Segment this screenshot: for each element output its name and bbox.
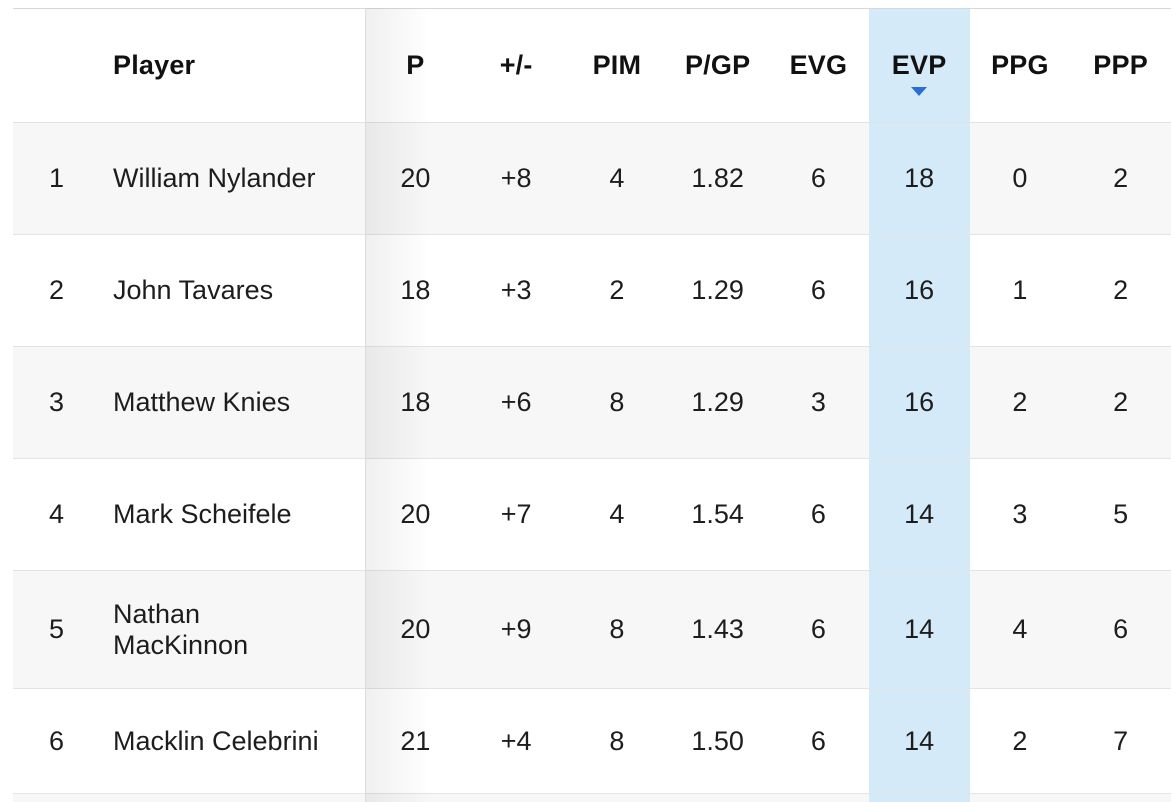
cell-ppg: 0 (969, 123, 1071, 234)
table-row: 6 Macklin Celebrini 21 +4 8 1.50 6 14 2 … (13, 689, 1171, 794)
cell-ppp: 5 (1070, 459, 1171, 570)
cell-ppg: 2 (969, 347, 1071, 458)
player-name-link[interactable]: Nathan MacKinnon (100, 571, 365, 688)
table-row-partial (13, 794, 1171, 802)
col-header-ppp[interactable]: PPP (1070, 9, 1171, 122)
cell-evg: 6 (768, 689, 869, 793)
cell-ppg: 3 (969, 459, 1071, 570)
cell-p-gp: 1.82 (667, 123, 768, 234)
rank-cell: 3 (13, 347, 100, 458)
cell-ppg: 4 (969, 571, 1071, 688)
cell-plus-minus: +7 (465, 459, 567, 570)
cell-evp: 14 (868, 459, 970, 570)
cell-p: 18 (365, 347, 466, 458)
player-name-link[interactable]: William Nylander (100, 123, 365, 234)
col-header-rank (13, 9, 100, 122)
col-header-evg[interactable]: EVG (768, 9, 869, 122)
cell-p-gp: 1.29 (667, 235, 768, 346)
cell-evp: 18 (868, 123, 970, 234)
player-name-link[interactable]: Mark Scheifele (100, 459, 365, 570)
cell-ppp: 2 (1070, 235, 1171, 346)
cell-ppp: 2 (1070, 347, 1171, 458)
table-row: 4 Mark Scheifele 20 +7 4 1.54 6 14 3 5 (13, 459, 1171, 571)
cell-p: 20 (365, 123, 466, 234)
cell-evg: 6 (768, 235, 869, 346)
cell-p: 18 (365, 235, 466, 346)
cell-evp: 16 (868, 347, 970, 458)
cell-ppp: 6 (1070, 571, 1171, 688)
cell-plus-minus: +8 (465, 123, 567, 234)
col-header-ppg[interactable]: PPG (969, 9, 1071, 122)
cell-plus-minus: +3 (465, 235, 567, 346)
cell-ppg: 2 (969, 689, 1071, 793)
cell-plus-minus: +9 (465, 571, 567, 688)
col-header-p[interactable]: P (365, 9, 466, 122)
col-header-player-label: Player (113, 50, 196, 80)
cell-plus-minus: +4 (465, 689, 567, 793)
table-row: 3 Matthew Knies 18 +6 8 1.29 3 16 2 2 (13, 347, 1171, 459)
col-header-p-gp[interactable]: P/GP (667, 9, 768, 122)
cell-p-gp: 1.29 (667, 347, 768, 458)
cell-p: 20 (365, 459, 466, 570)
cell-evg: 6 (768, 571, 869, 688)
table-row: 2 John Tavares 18 +3 2 1.29 6 16 1 2 (13, 235, 1171, 347)
cell-p: 20 (365, 571, 466, 688)
cell-evp: 14 (868, 571, 970, 688)
rank-cell: 4 (13, 459, 100, 570)
col-header-pim[interactable]: PIM (566, 9, 668, 122)
cell-ppp: 2 (1070, 123, 1171, 234)
cell-p-gp: 1.54 (667, 459, 768, 570)
cell-pim: 8 (566, 689, 668, 793)
player-name-link[interactable]: Matthew Knies (100, 347, 365, 458)
cell-pim: 2 (566, 235, 668, 346)
cell-ppp: 7 (1070, 689, 1171, 793)
cell-pim: 8 (566, 571, 668, 688)
player-name-link[interactable]: John Tavares (100, 235, 365, 346)
rank-cell: 5 (13, 571, 100, 688)
cell-pim: 4 (566, 123, 668, 234)
rank-cell: 6 (13, 689, 100, 793)
rank-cell: 1 (13, 123, 100, 234)
sort-desc-icon (911, 87, 928, 96)
cell-evp: 16 (868, 235, 970, 346)
cell-p-gp: 1.43 (667, 571, 768, 688)
table-row: 1 William Nylander 20 +8 4 1.82 6 18 0 2 (13, 123, 1171, 235)
cell-pim: 4 (566, 459, 668, 570)
cell-plus-minus: +6 (465, 347, 567, 458)
cell-pim: 8 (566, 347, 668, 458)
col-header-evp-sorted[interactable]: EVP (868, 9, 970, 122)
table-header-row: Player P +/- PIM P/GP EVG EVP PPG PPP (13, 8, 1171, 123)
player-name-link[interactable]: Macklin Celebrini (100, 689, 365, 793)
col-header-player[interactable]: Player (100, 9, 365, 122)
cell-evg: 6 (768, 459, 869, 570)
rank-cell: 2 (13, 235, 100, 346)
cell-p: 21 (365, 689, 466, 793)
cell-evg: 3 (768, 347, 869, 458)
cell-evp: 14 (868, 689, 970, 793)
cell-evg: 6 (768, 123, 869, 234)
cell-p-gp: 1.50 (667, 689, 768, 793)
player-stats-table: Player P +/- PIM P/GP EVG EVP PPG PPP 1 … (13, 8, 1171, 802)
col-header-plus-minus[interactable]: +/- (465, 9, 567, 122)
cell-ppg: 1 (969, 235, 1071, 346)
table-row: 5 Nathan MacKinnon 20 +9 8 1.43 6 14 4 6 (13, 571, 1171, 689)
